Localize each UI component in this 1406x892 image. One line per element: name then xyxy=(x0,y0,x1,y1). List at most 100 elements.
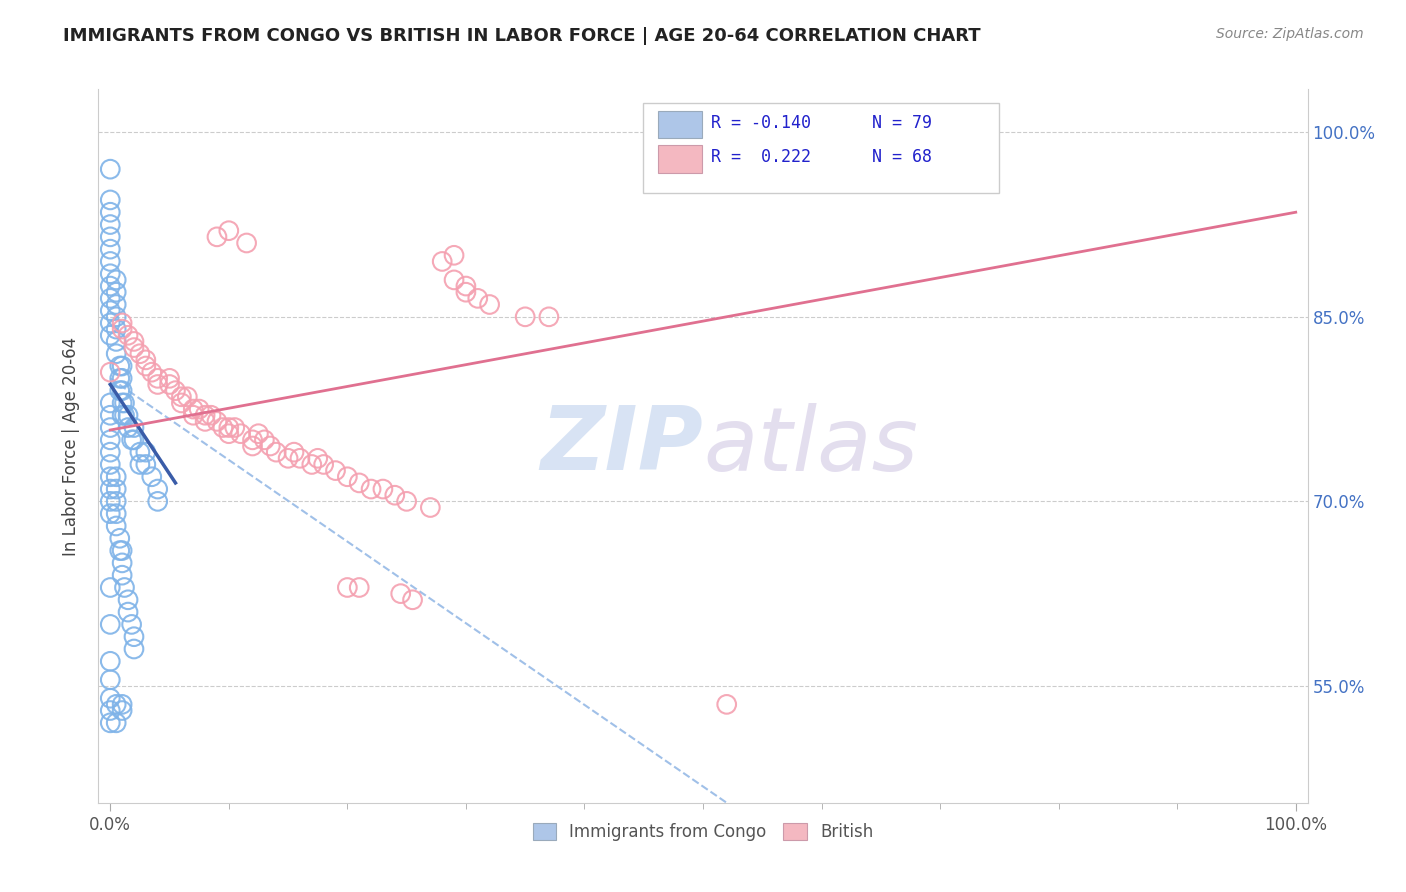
Point xyxy=(135,359,157,373)
Point xyxy=(98,328,121,343)
Point xyxy=(111,698,134,712)
Point xyxy=(114,396,136,410)
Point xyxy=(176,390,198,404)
Text: IMMIGRANTS FROM CONGO VS BRITISH IN LABOR FORCE | AGE 20-64 CORRELATION CHART: IMMIGRANTS FROM CONGO VS BRITISH IN LABO… xyxy=(63,27,981,45)
Text: N = 68: N = 68 xyxy=(872,148,932,166)
Point xyxy=(467,291,489,305)
Point xyxy=(159,377,181,392)
Text: Source: ZipAtlas.com: Source: ZipAtlas.com xyxy=(1216,27,1364,41)
Point xyxy=(122,642,145,657)
Point xyxy=(141,365,163,379)
Point xyxy=(194,414,217,428)
Point xyxy=(98,205,121,219)
Point xyxy=(98,279,121,293)
Point xyxy=(117,605,139,619)
Point xyxy=(454,285,477,300)
Point xyxy=(98,673,121,687)
Point xyxy=(129,347,152,361)
Point xyxy=(117,592,139,607)
Point xyxy=(108,359,131,373)
Point xyxy=(111,371,134,385)
Point xyxy=(170,396,193,410)
Point xyxy=(105,334,128,349)
Point xyxy=(537,310,560,324)
Point xyxy=(371,482,394,496)
Point xyxy=(389,587,412,601)
Point xyxy=(98,482,121,496)
Point xyxy=(141,469,163,483)
Point xyxy=(105,347,128,361)
Point xyxy=(432,254,454,268)
Point xyxy=(122,630,145,644)
Point xyxy=(98,162,121,177)
Point xyxy=(98,715,121,730)
Point xyxy=(443,248,465,262)
Point xyxy=(146,371,169,385)
Point xyxy=(117,328,139,343)
Point xyxy=(117,420,139,434)
Point xyxy=(111,322,134,336)
Point xyxy=(98,617,121,632)
Point xyxy=(98,316,121,330)
Y-axis label: In Labor Force | Age 20-64: In Labor Force | Age 20-64 xyxy=(62,336,80,556)
Point xyxy=(205,414,228,428)
Point xyxy=(307,451,329,466)
Point xyxy=(111,384,134,398)
Point xyxy=(98,507,121,521)
Point xyxy=(129,458,152,472)
Point xyxy=(242,439,264,453)
Point xyxy=(146,494,169,508)
Point xyxy=(98,254,121,268)
Point xyxy=(264,445,287,459)
Point xyxy=(105,285,128,300)
Point xyxy=(98,230,121,244)
Point xyxy=(114,581,136,595)
Point xyxy=(111,409,134,423)
FancyBboxPatch shape xyxy=(658,111,702,138)
Point xyxy=(105,519,128,533)
Point xyxy=(98,303,121,318)
Point xyxy=(98,420,121,434)
Point xyxy=(105,715,128,730)
Point xyxy=(108,384,131,398)
Point xyxy=(181,402,204,417)
Text: R = -0.140: R = -0.140 xyxy=(711,114,811,132)
Point xyxy=(515,310,537,324)
Point xyxy=(98,654,121,668)
Point xyxy=(111,543,134,558)
Point xyxy=(105,482,128,496)
Point xyxy=(283,445,305,459)
Point xyxy=(159,371,181,385)
Point xyxy=(111,316,134,330)
Point xyxy=(336,469,359,483)
Point xyxy=(478,297,501,311)
Point xyxy=(108,531,131,545)
Point xyxy=(98,494,121,508)
Point xyxy=(122,334,145,349)
Point xyxy=(98,445,121,459)
Point xyxy=(200,409,222,423)
Point xyxy=(105,698,128,712)
Point xyxy=(146,377,169,392)
FancyBboxPatch shape xyxy=(658,145,702,173)
Point xyxy=(111,396,134,410)
Point xyxy=(288,451,311,466)
Point xyxy=(205,230,228,244)
Point xyxy=(181,409,204,423)
Point xyxy=(443,273,465,287)
Point xyxy=(218,420,240,434)
Point xyxy=(277,451,299,466)
Point xyxy=(117,409,139,423)
Point xyxy=(105,273,128,287)
Point xyxy=(170,390,193,404)
Point xyxy=(98,396,121,410)
Point xyxy=(384,488,406,502)
Point xyxy=(242,433,264,447)
Point xyxy=(454,279,477,293)
Point xyxy=(301,458,323,472)
Point xyxy=(325,464,347,478)
Point xyxy=(165,384,187,398)
Point xyxy=(122,341,145,355)
Point xyxy=(105,507,128,521)
Point xyxy=(360,482,382,496)
